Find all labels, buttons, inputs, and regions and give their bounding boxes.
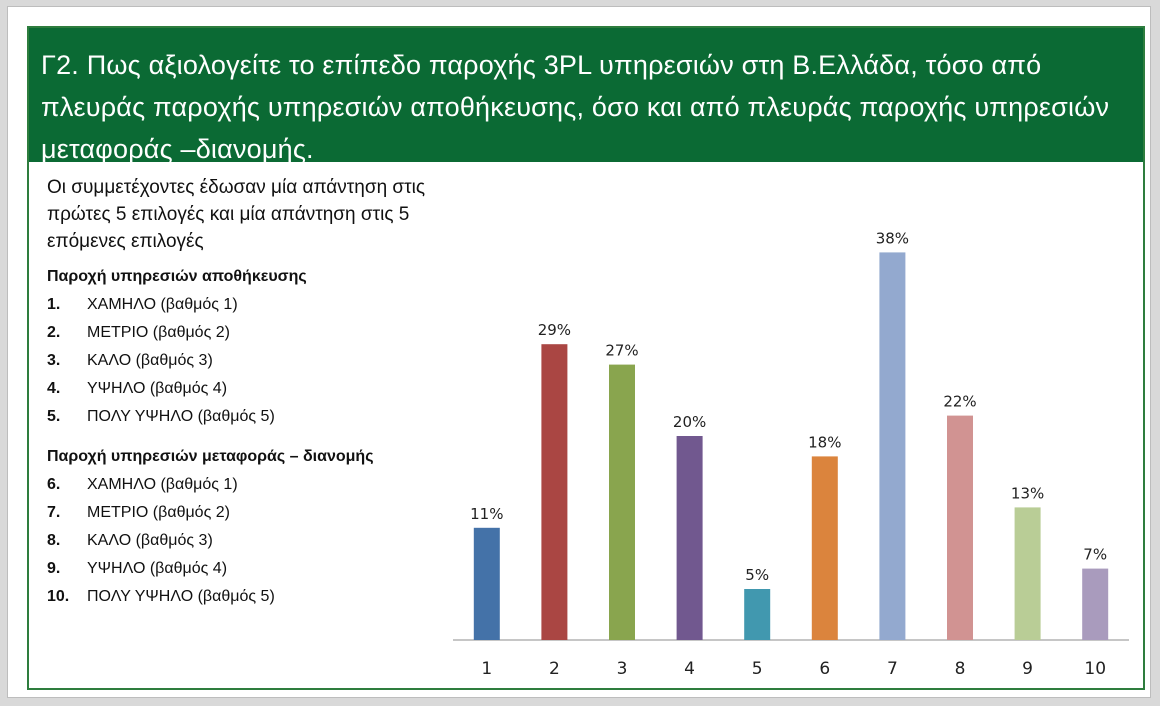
question-title: Γ2. Πως αξιολογείτε το επίπεδο παροχής 3… <box>29 28 1143 164</box>
legend-item-text: ΧΑΜΗΛΟ (βαθμός 1) <box>87 476 238 493</box>
group-storage-list: 1. ΧΑΜΗΛΟ (βαθμός 1) 2. ΜΕΤΡΙΟ (βαθμός 2) 3.… <box>47 291 427 431</box>
data-label-10: 7% <box>1083 546 1107 564</box>
legend-item-number: 7. <box>47 504 61 521</box>
legend-item-number: 8. <box>47 532 61 549</box>
legend-item-number: 3. <box>47 352 61 369</box>
legend-item-text: ΜΕΤΡΙΟ (βαθμός 2) <box>87 504 230 521</box>
bar-4 <box>676 436 703 640</box>
bar-10 <box>1082 568 1109 640</box>
bar-8 <box>947 415 973 640</box>
group-storage-title: Παροχή υπηρεσιών αποθήκευσης <box>47 268 307 285</box>
legend-item-text: ΥΨΗΛΟ (βαθμός 4) <box>87 380 228 397</box>
x-tick-label-6: 6 <box>819 659 830 679</box>
legend-item-text: ΚΑΛΟ (βαθμός 3) <box>87 352 213 369</box>
legend-item-text: ΠΟΛΥ ΥΨΗΛΟ (βαθμός 5) <box>87 408 275 425</box>
legend-item: 5. ΠΟΛΥ ΥΨΗΛΟ (βαθμός 5) <box>47 403 427 431</box>
legend-item: 3. ΚΑΛΟ (βαθμός 3) <box>47 347 427 375</box>
bar-1 <box>473 527 500 640</box>
bar-2 <box>541 344 568 640</box>
legend-item: 7. ΜΕΤΡΙΟ (βαθμός 2) <box>47 499 427 527</box>
legend-item-number: 2. <box>47 324 61 341</box>
data-label-3: 27% <box>605 342 638 360</box>
legend-item-number: 5. <box>47 408 61 425</box>
data-label-9: 13% <box>1011 484 1044 502</box>
legend-panel: Οι συμμετέχοντες έδωσαν μία απάντηση στι… <box>47 174 427 611</box>
x-tick-label-7: 7 <box>887 659 898 679</box>
legend-item-number: 10. <box>47 588 70 605</box>
data-label-8: 22% <box>943 393 976 411</box>
legend-item: 8. ΚΑΛΟ (βαθμός 3) <box>47 527 427 555</box>
respondent-note: Οι συμμετέχοντες έδωσαν μία απάντηση στι… <box>47 177 426 252</box>
slide-panel: Γ2. Πως αξιολογείτε το επίπεδο παροχής 3… <box>27 26 1145 690</box>
legend-item: 1. ΧΑΜΗΛΟ (βαθμός 1) <box>47 291 427 319</box>
x-tick-label-5: 5 <box>752 659 763 679</box>
legend-item: 2. ΜΕΤΡΙΟ (βαθμός 2) <box>47 319 427 347</box>
legend-item-text: ΚΑΛΟ (βαθμός 3) <box>87 532 213 549</box>
bar-7 <box>879 252 906 640</box>
x-tick-label-3: 3 <box>617 659 628 679</box>
legend-item: 6. ΧΑΜΗΛΟ (βαθμός 1) <box>47 471 427 499</box>
bar-9 <box>1014 507 1041 640</box>
legend-item: 9. ΥΨΗΛΟ (βαθμός 4) <box>47 555 427 583</box>
legend-item: 10. ΠΟΛΥ ΥΨΗΛΟ (βαθμός 5) <box>47 583 427 611</box>
data-label-1: 11% <box>470 505 503 523</box>
legend-item-text: ΜΕΤΡΙΟ (βαθμός 2) <box>87 324 230 341</box>
legend-item-number: 9. <box>47 560 61 577</box>
legend-item: 4. ΥΨΗΛΟ (βαθμός 4) <box>47 375 427 403</box>
bar-6 <box>811 456 838 640</box>
legend-item-number: 1. <box>47 296 61 313</box>
group-transport-list: 6. ΧΑΜΗΛΟ (βαθμός 1) 7. ΜΕΤΡΙΟ (βαθμός 2) 8.… <box>47 471 427 611</box>
legend-item-text: ΧΑΜΗΛΟ (βαθμός 1) <box>87 296 238 313</box>
x-tick-label-8: 8 <box>955 659 966 679</box>
bar-chart-svg: 11% 1 29% 2 27% 3 20% 4 5% 5 18% 6 38% 7 22% 8 13% 9 7% 10 <box>453 229 1129 679</box>
x-tick-label-9: 9 <box>1022 659 1033 679</box>
legend-item-text: ΠΟΛΥ ΥΨΗΛΟ (βαθμός 5) <box>87 588 275 605</box>
x-tick-label-4: 4 <box>684 659 695 679</box>
bar-chart: 11% 1 29% 2 27% 3 20% 4 5% 5 18% 6 38% 7 22% 8 13% 9 7% 10 <box>429 188 1145 688</box>
x-tick-label-2: 2 <box>549 659 560 679</box>
bar-3 <box>609 364 635 640</box>
legend-item-number: 6. <box>47 476 61 493</box>
bar-5 <box>744 589 771 640</box>
page-frame: Γ2. Πως αξιολογείτε το επίπεδο παροχής 3… <box>7 6 1151 698</box>
data-label-2: 29% <box>538 321 571 339</box>
x-tick-label-10: 10 <box>1084 659 1106 679</box>
data-label-6: 18% <box>808 433 841 451</box>
data-label-5: 5% <box>745 566 769 584</box>
data-label-7: 38% <box>876 229 909 247</box>
legend-item-text: ΥΨΗΛΟ (βαθμός 4) <box>87 560 228 577</box>
group-transport-title: Παροχή υπηρεσιών μεταφοράς – διανομής <box>47 448 374 465</box>
data-label-4: 20% <box>673 413 706 431</box>
x-tick-label-1: 1 <box>481 659 492 679</box>
legend-item-number: 4. <box>47 380 61 397</box>
